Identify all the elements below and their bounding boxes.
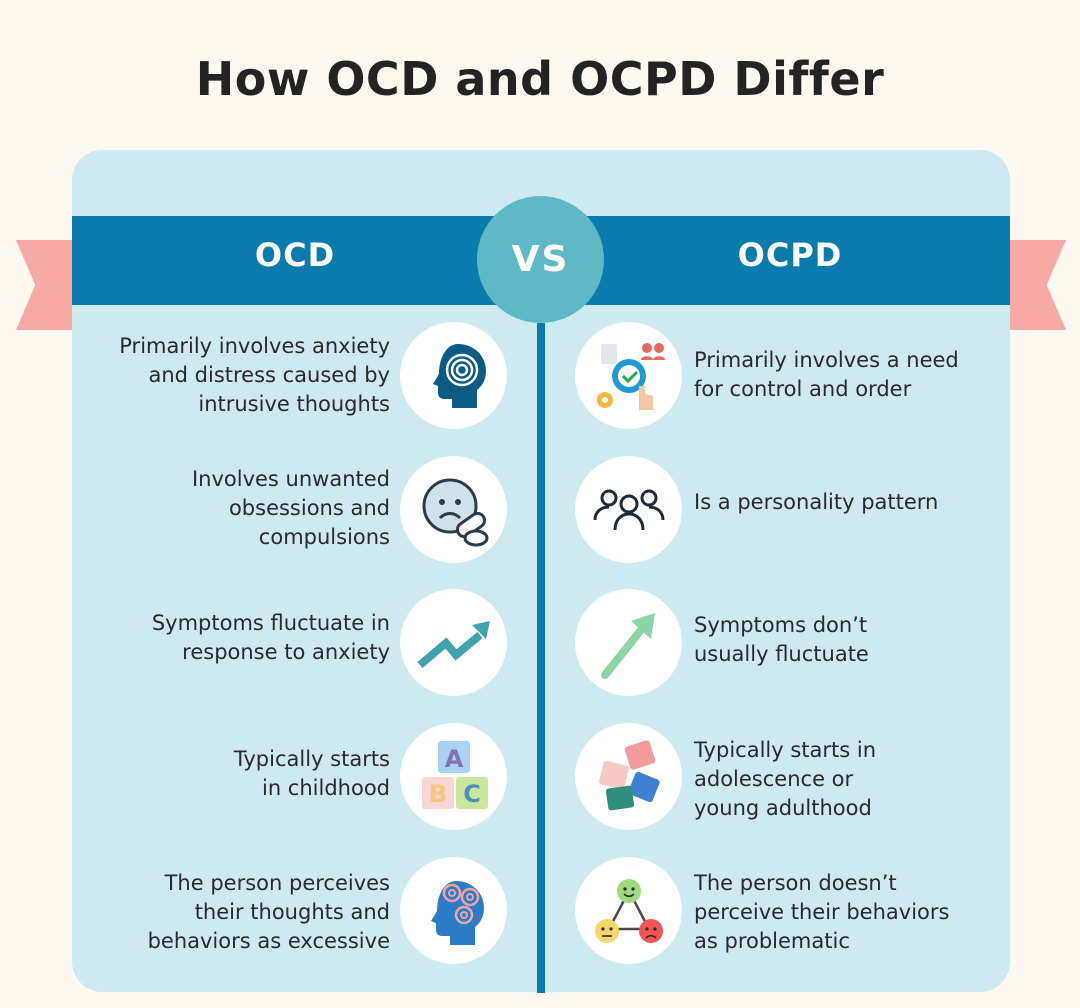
svg-text:A: A — [444, 745, 463, 773]
ocpd-item-4: Typically starts in adolescence or young a… — [694, 738, 877, 820]
ocd-heading: OCD — [254, 236, 336, 274]
column-divider — [537, 323, 545, 993]
svg-text:C: C — [463, 780, 481, 808]
svg-text:B: B — [428, 780, 446, 808]
ocpd-heading: OCPD — [737, 236, 843, 274]
head-spiral-icon — [400, 322, 507, 429]
people-group-icon — [575, 456, 682, 563]
ocd-item-3: Symptoms fluctuate in response to anxiety — [151, 611, 390, 664]
ocd-item-5: The person perceives their thoughts and be… — [147, 871, 390, 953]
head-swirls-icon — [400, 857, 507, 964]
vs-badge: VS — [477, 196, 604, 323]
ocpd-item-5: The person doesn’t perceive their behavio… — [694, 871, 950, 953]
ribbon-tail-left — [16, 240, 80, 330]
straight-arrow-icon — [575, 589, 682, 696]
zigzag-arrow-icon — [400, 589, 507, 696]
puzzle-pieces-icon — [575, 723, 682, 830]
page-title: How OCD and OCPD Differ — [195, 52, 885, 106]
ocd-item-1: Primarily involves anxiety and distress c… — [119, 334, 390, 416]
ocpd-item-1: Primarily involves a need for control and… — [694, 348, 959, 401]
worried-face-pill-icon — [400, 456, 507, 563]
ocd-item-4: Typically starts in childhood — [233, 747, 390, 800]
ribbon-tail-right — [1002, 240, 1066, 330]
control-checklist-icon — [575, 322, 682, 429]
emotion-faces-icon — [575, 857, 682, 964]
ocpd-item-2: Is a personality pattern — [694, 490, 939, 514]
ocd-item-2: Involves unwanted obsessions and compulsio… — [191, 467, 390, 549]
ocpd-item-3: Symptoms don’t usually fluctuate — [694, 613, 869, 666]
abc-blocks-icon: A B C — [400, 723, 507, 830]
